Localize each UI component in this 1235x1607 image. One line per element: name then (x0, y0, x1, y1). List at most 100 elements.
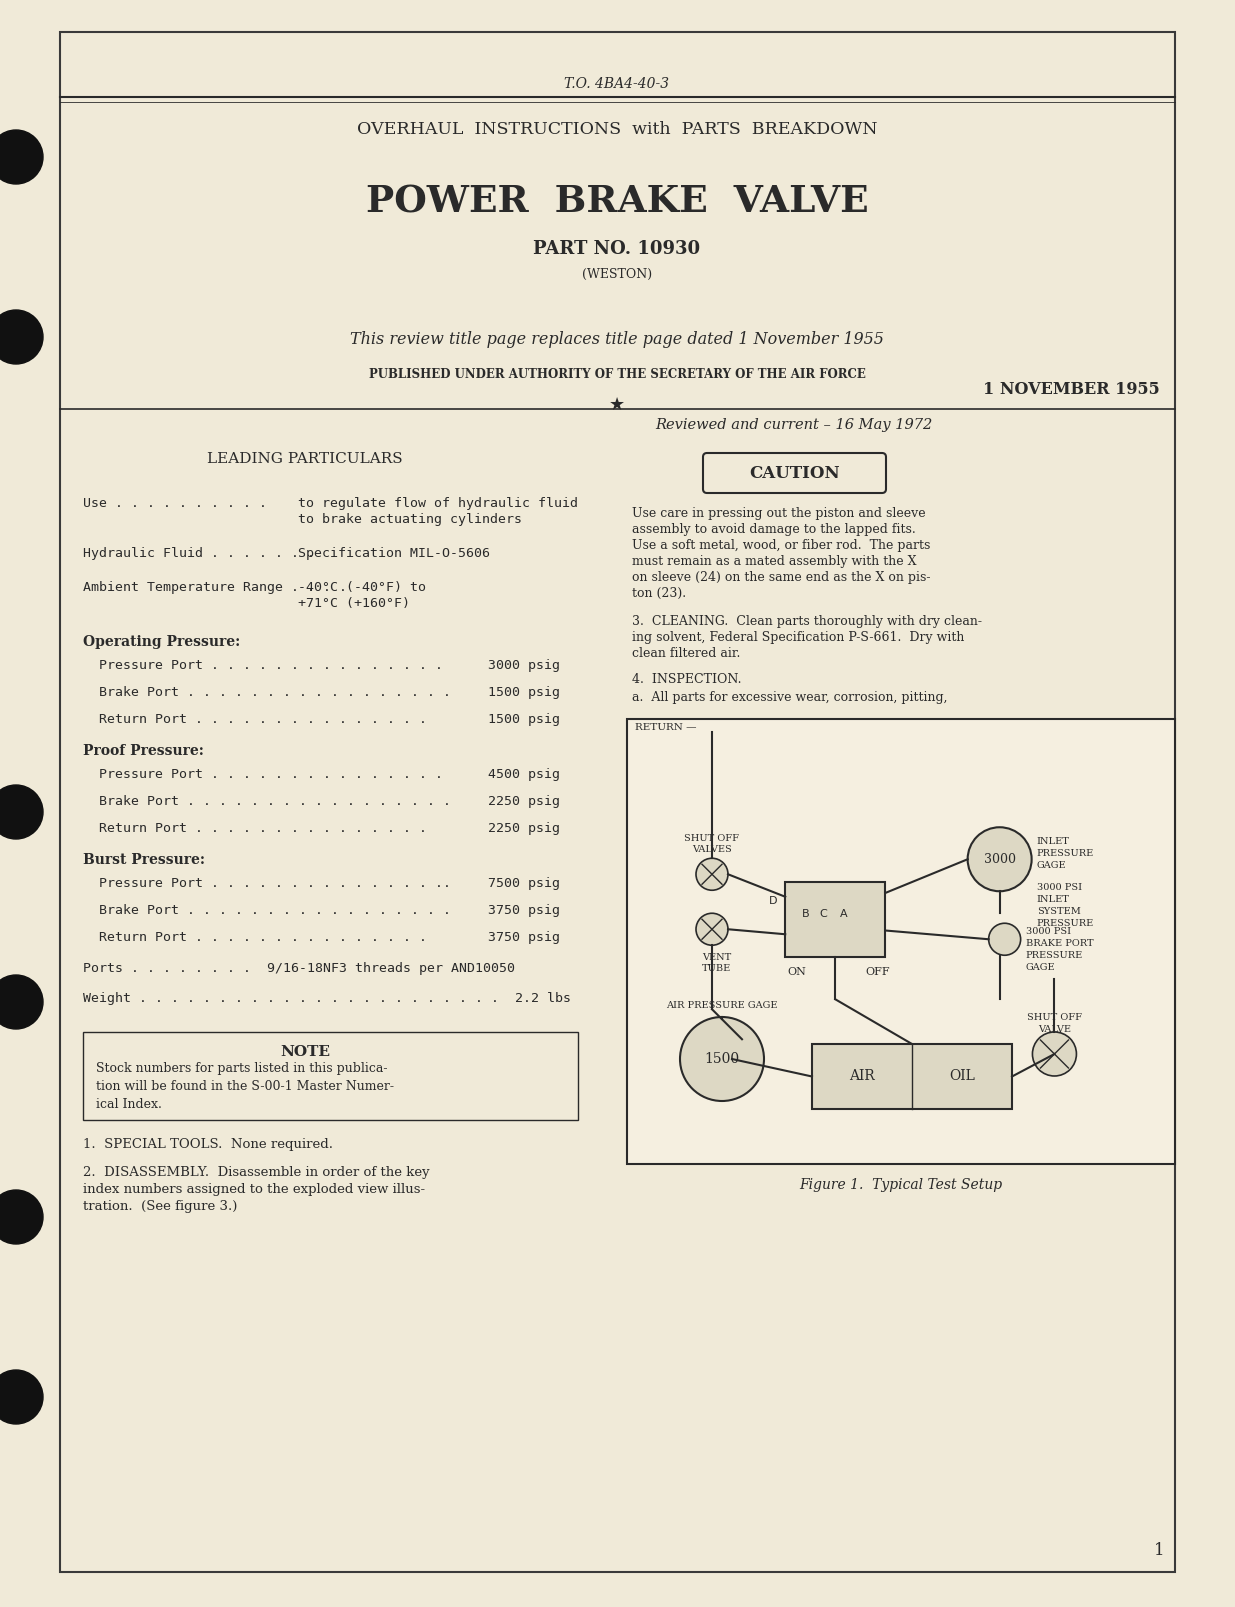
Text: Return Port . . . . . . . . . . . . . . .: Return Port . . . . . . . . . . . . . . … (83, 714, 427, 726)
Text: Use a soft metal, wood, or fiber rod.  The parts: Use a soft metal, wood, or fiber rod. Th… (632, 538, 930, 551)
Text: TUBE: TUBE (703, 964, 731, 974)
Text: VENT: VENT (703, 953, 731, 963)
Text: 2250 psig: 2250 psig (488, 795, 559, 808)
Text: 2.  DISASSEMBLY.  Disassemble in order of the key: 2. DISASSEMBLY. Disassemble in order of … (83, 1167, 430, 1180)
Text: ton (23).: ton (23). (632, 587, 687, 599)
Text: Return Port . . . . . . . . . . . . . . .: Return Port . . . . . . . . . . . . . . … (83, 823, 427, 836)
Text: This review title page replaces title page dated 1 November 1955: This review title page replaces title pa… (350, 331, 884, 347)
Text: +71°C (+160°F): +71°C (+160°F) (298, 596, 410, 611)
Text: 7500 psig: 7500 psig (488, 877, 559, 890)
Text: Stock numbers for parts listed in this publica-: Stock numbers for parts listed in this p… (96, 1062, 388, 1075)
Text: clean filtered air.: clean filtered air. (632, 648, 740, 660)
Text: POWER  BRAKE  VALVE: POWER BRAKE VALVE (366, 183, 868, 220)
Text: Brake Port . . . . . . . . . . . . . . . . .: Brake Port . . . . . . . . . . . . . . .… (83, 795, 451, 808)
Text: 1500 psig: 1500 psig (488, 714, 559, 726)
Text: on sleeve (24) on the same end as the X on pis-: on sleeve (24) on the same end as the X … (632, 570, 930, 583)
Text: PUBLISHED UNDER AUTHORITY OF THE SECRETARY OF THE AIR FORCE: PUBLISHED UNDER AUTHORITY OF THE SECRETA… (368, 368, 866, 381)
Text: LEADING PARTICULARS: LEADING PARTICULARS (207, 452, 403, 466)
Text: to regulate flow of hydraulic fluid: to regulate flow of hydraulic fluid (298, 497, 578, 509)
Text: PRESSURE: PRESSURE (1036, 919, 1094, 927)
Bar (785, 882, 885, 956)
Text: -40°C (-40°F) to: -40°C (-40°F) to (298, 582, 426, 595)
Text: ical Index.: ical Index. (96, 1098, 162, 1110)
Text: 1: 1 (1155, 1543, 1165, 1559)
Circle shape (697, 858, 727, 890)
Text: OIL: OIL (948, 1070, 974, 1083)
Text: D: D (769, 895, 778, 905)
Circle shape (1032, 1032, 1077, 1077)
Text: OVERHAUL  INSTRUCTIONS  with  PARTS  BREAKDOWN: OVERHAUL INSTRUCTIONS with PARTS BREAKDO… (357, 121, 877, 138)
Bar (83, 1032, 578, 1120)
Text: PART NO. 10930: PART NO. 10930 (534, 239, 700, 259)
Text: 1.  SPECIAL TOOLS.  None required.: 1. SPECIAL TOOLS. None required. (83, 1138, 333, 1151)
Text: RETURN —: RETURN — (635, 723, 697, 733)
Text: INLET: INLET (1036, 895, 1070, 903)
Text: to brake actuating cylinders: to brake actuating cylinders (298, 513, 522, 525)
Text: 3000: 3000 (983, 853, 1015, 866)
Text: NOTE: NOTE (280, 1045, 330, 1059)
Circle shape (0, 784, 43, 839)
Text: B: B (802, 910, 809, 919)
Text: Ambient Temperature Range . . . .: Ambient Temperature Range . . . . (83, 582, 347, 595)
Text: 3750 psig: 3750 psig (488, 905, 559, 918)
Text: Operating Pressure:: Operating Pressure: (83, 635, 241, 649)
Circle shape (0, 1191, 43, 1244)
Bar (627, 718, 1174, 1163)
Circle shape (989, 924, 1020, 955)
Text: Reviewed and current – 16 May 1972: Reviewed and current – 16 May 1972 (655, 418, 932, 432)
Text: tion will be found in the S-00-1 Master Numer-: tion will be found in the S-00-1 Master … (96, 1080, 394, 1093)
Text: BRAKE PORT: BRAKE PORT (1025, 938, 1093, 948)
Text: 1 NOVEMBER 1955: 1 NOVEMBER 1955 (983, 381, 1160, 397)
Text: 3000 PSI: 3000 PSI (1036, 882, 1082, 892)
Text: Pressure Port . . . . . . . . . . . . . . ..: Pressure Port . . . . . . . . . . . . . … (83, 877, 451, 890)
Text: Use care in pressing out the piston and sleeve: Use care in pressing out the piston and … (632, 506, 925, 521)
Text: PRESSURE: PRESSURE (1025, 951, 1083, 959)
Text: Burst Pressure:: Burst Pressure: (83, 853, 205, 868)
Circle shape (0, 1371, 43, 1424)
Text: ★: ★ (609, 395, 625, 415)
Text: 3000 psig: 3000 psig (488, 659, 559, 672)
Text: Weight . . . . . . . . . . . . . . . . . . . . . . .  2.2 lbs: Weight . . . . . . . . . . . . . . . . .… (83, 992, 571, 1004)
Text: Use . . . . . . . . . .: Use . . . . . . . . . . (83, 497, 267, 509)
Text: T.O. 4BA4-40-3: T.O. 4BA4-40-3 (564, 77, 669, 92)
Text: 3.  CLEANING.  Clean parts thoroughly with dry clean-: 3. CLEANING. Clean parts thoroughly with… (632, 615, 982, 628)
Text: VALVES: VALVES (692, 845, 732, 853)
Text: SYSTEM: SYSTEM (1036, 906, 1081, 916)
Text: a.  All parts for excessive wear, corrosion, pitting,: a. All parts for excessive wear, corrosi… (632, 691, 947, 704)
Text: Hydraulic Fluid . . . . . . .: Hydraulic Fluid . . . . . . . (83, 546, 315, 559)
Text: (WESTON): (WESTON) (582, 267, 652, 281)
Text: C: C (819, 910, 827, 919)
Text: Ports . . . . . . . .  9/16-18NF3 threads per AND10050: Ports . . . . . . . . 9/16-18NF3 threads… (83, 963, 515, 975)
Circle shape (697, 913, 727, 945)
Text: SHUT OFF: SHUT OFF (684, 834, 740, 842)
Text: 3000 PSI: 3000 PSI (1025, 927, 1071, 935)
Text: AIR: AIR (850, 1070, 874, 1083)
Text: Pressure Port . . . . . . . . . . . . . . .: Pressure Port . . . . . . . . . . . . . … (83, 659, 443, 672)
Text: ON: ON (788, 967, 806, 977)
Text: tration.  (See figure 3.): tration. (See figure 3.) (83, 1200, 237, 1213)
Circle shape (0, 310, 43, 365)
Text: ing solvent, Federal Specification P-S-661.  Dry with: ing solvent, Federal Specification P-S-6… (632, 632, 965, 644)
Text: Return Port . . . . . . . . . . . . . . .: Return Port . . . . . . . . . . . . . . … (83, 930, 427, 943)
Text: 1500 psig: 1500 psig (488, 686, 559, 699)
Text: assembly to avoid damage to the lapped fits.: assembly to avoid damage to the lapped f… (632, 522, 915, 537)
Text: 4500 psig: 4500 psig (488, 768, 559, 781)
Text: GAGE: GAGE (1025, 963, 1055, 972)
Text: 2250 psig: 2250 psig (488, 823, 559, 836)
Text: Figure 1.  Typical Test Setup: Figure 1. Typical Test Setup (799, 1178, 1003, 1192)
Text: Pressure Port . . . . . . . . . . . . . . .: Pressure Port . . . . . . . . . . . . . … (83, 768, 443, 781)
Text: OFF: OFF (864, 967, 889, 977)
Text: AIR PRESSURE GAGE: AIR PRESSURE GAGE (666, 1001, 778, 1009)
Text: Specification MIL-O-5606: Specification MIL-O-5606 (298, 546, 490, 559)
Circle shape (680, 1017, 764, 1101)
Bar (811, 1045, 1011, 1109)
Text: must remain as a mated assembly with the X: must remain as a mated assembly with the… (632, 554, 916, 567)
Text: 1500: 1500 (704, 1053, 740, 1065)
Text: index numbers assigned to the exploded view illus-: index numbers assigned to the exploded v… (83, 1183, 425, 1196)
Circle shape (0, 975, 43, 1028)
Text: GAGE: GAGE (1036, 861, 1066, 869)
Text: Proof Pressure:: Proof Pressure: (83, 744, 204, 759)
Text: 3750 psig: 3750 psig (488, 930, 559, 943)
Text: 4.  INSPECTION.: 4. INSPECTION. (632, 673, 741, 686)
Text: Brake Port . . . . . . . . . . . . . . . . .: Brake Port . . . . . . . . . . . . . . .… (83, 905, 451, 918)
